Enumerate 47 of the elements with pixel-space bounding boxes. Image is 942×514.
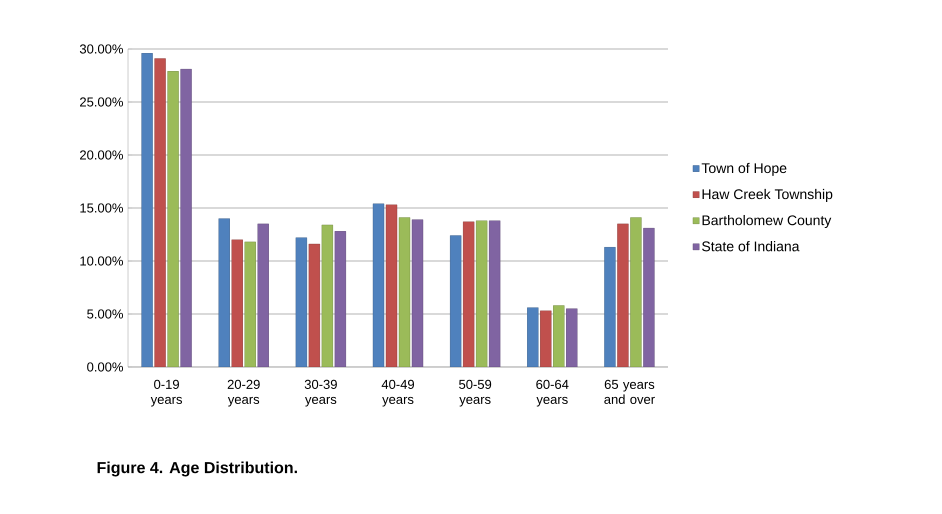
y-tick-label: 5.00% xyxy=(87,309,124,319)
bar xyxy=(553,305,564,367)
bar xyxy=(386,204,398,367)
bar xyxy=(296,237,308,367)
x-tick-label: 50-59 years xyxy=(459,380,492,407)
x-tick-label: 30-39 years xyxy=(304,380,337,407)
y-tick-label: 25.00% xyxy=(80,97,124,107)
y-tick-label: 10.00% xyxy=(80,256,124,266)
y-tick-label: 20.00% xyxy=(80,150,124,160)
x-tick-label: 20-29 years xyxy=(228,380,260,407)
bar xyxy=(334,231,346,367)
bar xyxy=(322,224,334,367)
bar xyxy=(630,217,642,367)
bar xyxy=(258,224,269,367)
y-tick-label: 30.00% xyxy=(80,44,124,54)
bar xyxy=(372,204,384,367)
bar xyxy=(488,220,500,367)
bar xyxy=(527,307,538,367)
x-tick-label: 0-19 years xyxy=(150,380,182,407)
bar xyxy=(154,58,166,367)
bar xyxy=(450,235,462,367)
y-tick-label: 15.00% xyxy=(80,203,124,213)
legend-label: Town of Hope xyxy=(702,162,786,176)
legend-label: Haw Creek Township xyxy=(702,188,832,202)
bar xyxy=(643,228,655,367)
bar xyxy=(308,244,320,367)
x-tick-label: 65 years and over xyxy=(604,380,655,404)
bar xyxy=(398,217,410,367)
bar xyxy=(604,247,616,367)
bar xyxy=(566,308,578,367)
x-tick-label: 60-64 years xyxy=(536,380,569,407)
legend-label: State of Indiana xyxy=(702,241,800,252)
bar xyxy=(232,240,243,367)
legend-label: Bartholomew County xyxy=(702,214,832,228)
bar xyxy=(167,71,179,367)
bar xyxy=(141,53,153,367)
bar xyxy=(476,220,488,367)
bar xyxy=(540,310,552,367)
bar xyxy=(244,242,256,367)
text: Figure 4. Age Distribution. xyxy=(98,461,297,476)
bar xyxy=(180,68,192,367)
bar xyxy=(617,224,629,367)
y-tick-label: 0.00% xyxy=(87,362,124,372)
bar xyxy=(218,218,230,367)
bar xyxy=(462,222,474,367)
x-tick-label: 40-49 years xyxy=(382,380,414,407)
bar xyxy=(412,219,424,367)
